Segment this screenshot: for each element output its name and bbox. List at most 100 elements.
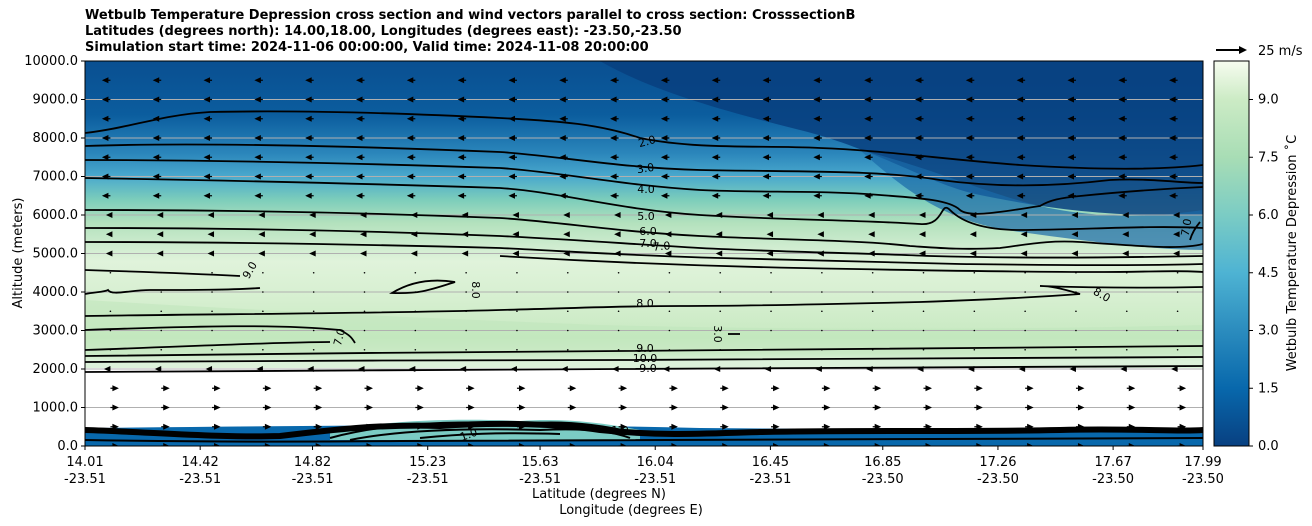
y-tick-label: 9000.0 xyxy=(33,93,79,108)
wind-vector xyxy=(762,77,770,84)
wind-vector xyxy=(312,291,315,293)
wind-vector xyxy=(518,385,526,392)
wind-vector xyxy=(309,212,316,218)
wind-vector xyxy=(315,423,323,430)
wind-vector xyxy=(254,96,261,103)
wind-vector xyxy=(1179,443,1187,446)
surface-contours xyxy=(85,420,1203,443)
wind-vector xyxy=(363,271,366,274)
wind-vector xyxy=(965,135,973,141)
wind-vector xyxy=(823,443,831,446)
wind-vector xyxy=(258,212,265,218)
wind-vector xyxy=(1075,310,1077,313)
wind-vector xyxy=(664,231,672,238)
wind-vector xyxy=(203,135,211,141)
wind-vector xyxy=(922,329,925,332)
wind-vector xyxy=(821,271,823,274)
wind-vector xyxy=(465,271,467,274)
wind-vector xyxy=(620,404,628,411)
wind-vector xyxy=(668,291,671,293)
wind-vector xyxy=(1075,291,1077,293)
wind-vector xyxy=(821,310,823,313)
wind-vector xyxy=(711,173,719,180)
wind-vector xyxy=(254,135,261,141)
wind-vector xyxy=(465,348,467,351)
wind-vector xyxy=(256,366,263,372)
y-axis-label: Altitude (meters) xyxy=(11,198,26,309)
wind-vector xyxy=(762,135,770,141)
wind-vector xyxy=(773,443,780,446)
y-tick-label: 5000.0 xyxy=(33,247,79,262)
wind-vector xyxy=(468,423,475,430)
wind-vector xyxy=(813,135,820,141)
wind-vector xyxy=(711,77,719,84)
x-tick-label-lon: -23.51 xyxy=(749,472,791,487)
y-tick-label: 2000.0 xyxy=(33,362,79,377)
wind-vector xyxy=(203,154,211,161)
contour-10 xyxy=(85,365,1203,373)
wind-vector xyxy=(356,192,363,199)
wind-vector xyxy=(1118,96,1125,103)
wind-vector xyxy=(163,443,170,446)
wind-vector xyxy=(1173,231,1180,238)
wind-vector xyxy=(101,96,109,103)
y-tick-label: 10000.0 xyxy=(24,54,78,69)
wind-vector xyxy=(1016,154,1024,161)
wind-vector xyxy=(305,154,312,161)
wind-vector xyxy=(414,310,417,313)
wind-vector xyxy=(868,212,875,218)
y-tick-label: 3000.0 xyxy=(33,324,79,339)
wind-vector xyxy=(773,404,780,411)
wind-vector xyxy=(965,192,973,199)
contour-label: 7.0 xyxy=(1179,218,1195,237)
y-tick-label: 7000.0 xyxy=(33,170,79,185)
wind-vector xyxy=(406,115,414,122)
wind-vector xyxy=(156,212,164,218)
contour-8-lower xyxy=(85,345,1203,357)
wind-vector xyxy=(356,96,363,103)
wind-vector xyxy=(516,348,518,351)
wind-vector xyxy=(1125,348,1128,351)
wind-vector xyxy=(1176,291,1179,293)
wind-vector xyxy=(207,250,215,257)
wind-vector xyxy=(559,96,566,103)
wind-vector xyxy=(1067,115,1074,122)
wind-vector xyxy=(976,385,983,392)
wind-vector xyxy=(457,154,465,161)
wind-vector xyxy=(468,385,475,392)
wind-vector xyxy=(874,423,882,430)
wind-vector xyxy=(103,366,111,372)
wind-vector xyxy=(922,348,925,351)
wind-vector xyxy=(1179,404,1187,411)
wind-vector xyxy=(1027,385,1034,392)
wind-vector xyxy=(1169,192,1176,199)
wind-vector xyxy=(569,404,577,411)
wind-vector xyxy=(457,77,465,84)
wind-vector xyxy=(254,77,261,84)
wind-vector xyxy=(823,423,831,430)
wind-vector xyxy=(356,115,363,122)
x-tick-label-lat: 15.23 xyxy=(409,455,446,470)
wind-vector xyxy=(764,366,772,372)
wind-vector xyxy=(1125,329,1128,332)
wind-vector xyxy=(922,291,925,293)
wind-vector xyxy=(510,366,517,372)
wind-vector xyxy=(664,212,672,218)
wind-vector xyxy=(112,404,119,411)
wind-vector xyxy=(512,212,519,218)
wind-vector xyxy=(508,115,515,122)
wind-vector xyxy=(823,385,831,392)
wind-vector xyxy=(112,385,119,392)
wind-vector xyxy=(922,271,925,274)
wind-vector xyxy=(762,115,770,122)
wind-vector xyxy=(660,192,668,199)
wind-vector xyxy=(1173,212,1180,218)
wind-vector xyxy=(305,173,312,180)
wind-vector xyxy=(1020,250,1028,257)
wind-vector xyxy=(105,231,113,238)
wind-vector xyxy=(1125,271,1128,274)
wind-vector xyxy=(1176,310,1179,313)
wind-vector xyxy=(722,423,729,430)
contour-9-center xyxy=(388,279,456,295)
